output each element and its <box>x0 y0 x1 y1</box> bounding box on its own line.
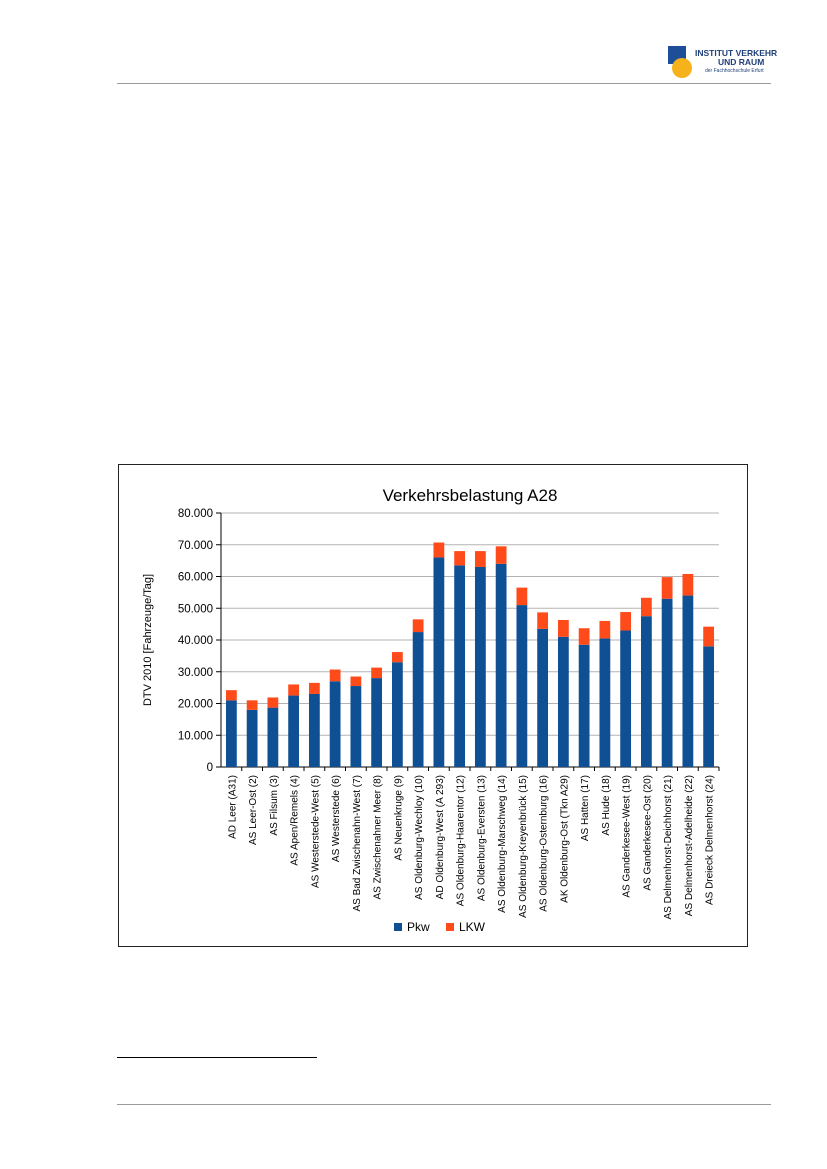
bar-pkw <box>288 695 300 767</box>
bar-pkw <box>267 707 279 767</box>
chart-title: Verkehrsbelastung A28 <box>383 486 558 505</box>
bar-pkw <box>578 644 590 767</box>
logo-line-2: UND RAUM <box>718 57 765 67</box>
bar-lkw <box>620 612 632 631</box>
bar-pkw <box>703 646 715 767</box>
x-tick-label: AS Westerstede-West (5) <box>310 775 321 888</box>
header-rule <box>117 83 771 84</box>
y-tick-label: 60.000 <box>178 572 213 584</box>
y-tick-label: 10.000 <box>178 730 213 742</box>
bar-pkw <box>433 557 445 767</box>
bar-pkw <box>329 681 341 767</box>
logo-circle <box>672 58 692 78</box>
x-tick-label: AS Dreieck Delmenhorst (24) <box>705 775 716 905</box>
y-tick-label: 70.000 <box>178 540 213 552</box>
x-tick-label: AS Oldenburg-Osternburg (16) <box>539 775 550 912</box>
y-tick-label: 80.000 <box>178 508 213 520</box>
x-tick-label: AD Leer (A31) <box>227 775 238 839</box>
x-tick-label: AD Oldenburg-West (A 293) <box>435 775 446 899</box>
bar-lkw <box>661 577 673 599</box>
bar-pkw <box>308 693 320 767</box>
x-tick-label: AS Delmenhorst-Adelheide (22) <box>684 775 695 916</box>
bar-lkw <box>537 612 549 629</box>
x-tick-label: AS Ganderkesee-West (19) <box>622 775 633 898</box>
y-tick-label: 0 <box>207 762 213 774</box>
x-tick-label: AS Hude (18) <box>601 775 612 836</box>
bar-pkw <box>412 632 424 767</box>
x-tick-label: AS Oldenburg-Wechloy (10) <box>414 775 425 900</box>
bar-pkw <box>474 566 486 767</box>
bar-lkw <box>371 667 383 679</box>
bar-pkw <box>640 616 652 767</box>
y-tick-label: 40.000 <box>178 635 213 647</box>
x-tick-label: AS Westerstede (6) <box>331 775 342 862</box>
stacked-bar-chart: Verkehrsbelastung A28 0 10.000 20.000 30.000… <box>142 486 720 934</box>
bar-lkw <box>516 587 528 606</box>
x-tick-label: AS Filsum (3) <box>269 775 280 836</box>
logo-line-3: der Fachhochschule Erfurt <box>705 68 764 74</box>
bar-lkw <box>350 676 362 687</box>
x-tick-label: AS Oldenburg-Marschweg (14) <box>497 775 508 913</box>
x-tick-label: AS Ganderkesee-Ost (20) <box>642 775 653 891</box>
bar-lkw <box>267 697 279 708</box>
footer-rule <box>117 1104 771 1105</box>
y-tick-label: 30.000 <box>178 667 213 679</box>
bar-pkw <box>557 636 569 767</box>
bar-pkw <box>537 628 549 767</box>
bar-pkw <box>371 678 383 767</box>
chart-frame: Verkehrsbelastung A28 0 10.000 20.000 30.000… <box>118 464 748 947</box>
bar-lkw <box>495 546 507 564</box>
bar-lkw <box>578 628 590 645</box>
legend-label-pkw: Pkw <box>407 920 430 934</box>
x-tick-label: AS Neuenkruge (9) <box>393 775 404 861</box>
x-tick-label: AK Oldenburg-Ost (Tkn A29) <box>559 775 570 903</box>
x-tick-label: AS Oldenburg-Haarentor (12) <box>456 775 467 906</box>
footnote-rule <box>117 1057 317 1058</box>
institute-logo: INSTITUT VERKEHR UND RAUM der Fachhochsc… <box>668 46 827 82</box>
bar-lkw <box>433 542 445 558</box>
x-tick-label: AS Hatten (17) <box>580 775 591 841</box>
bar-lkw <box>454 551 466 566</box>
bar-lkw <box>557 619 569 637</box>
x-tick-label: AS Oldenburg-Kreyenbrück (15) <box>518 775 529 918</box>
bar-pkw <box>620 630 632 767</box>
bar-pkw <box>246 709 258 767</box>
x-tick-label: AS Zwischenahner Meer (8) <box>373 775 384 900</box>
bar-lkw <box>308 682 320 694</box>
bar-lkw <box>329 669 341 682</box>
bar-lkw <box>640 597 652 617</box>
y-tick-label: 50.000 <box>178 603 213 615</box>
bar-pkw <box>391 662 403 767</box>
bar-pkw <box>225 700 237 767</box>
bar-pkw <box>682 595 694 767</box>
x-tick-label: AS Delmenhorst-Deichhorst (21) <box>663 775 674 920</box>
legend-label-lkw: LKW <box>459 920 486 934</box>
bar-pkw <box>516 605 528 767</box>
x-tick-label: AS Leer-Ost (2) <box>248 775 259 845</box>
x-tick-label: AS Bad Zwischenahn-West (7) <box>352 775 363 912</box>
bar-lkw <box>288 684 300 696</box>
x-tick-label: AS Oldenburg-Eversten (13) <box>476 775 487 901</box>
bar-lkw <box>225 690 237 701</box>
bar-pkw <box>661 598 673 767</box>
bar-lkw <box>246 700 258 710</box>
y-tick-label: 20.000 <box>178 699 213 711</box>
bar-pkw <box>495 563 507 767</box>
bar-lkw <box>412 619 424 633</box>
bar-lkw <box>391 652 403 663</box>
bar-lkw <box>599 620 611 639</box>
bar-lkw <box>474 551 486 567</box>
bar-lkw <box>703 626 715 647</box>
bar-pkw <box>454 565 466 767</box>
legend-swatch-lkw <box>446 923 454 931</box>
logo-line-1: INSTITUT VERKEHR <box>695 48 778 58</box>
y-axis-label: DTV 2010 [Fahrzeuge/Tag] <box>142 574 154 706</box>
x-tick-label: AS Apen/Remels (4) <box>290 775 301 866</box>
bar-pkw <box>350 686 362 767</box>
legend-swatch-pkw <box>394 923 402 931</box>
bar-lkw <box>682 573 694 596</box>
bar-pkw <box>599 638 611 767</box>
